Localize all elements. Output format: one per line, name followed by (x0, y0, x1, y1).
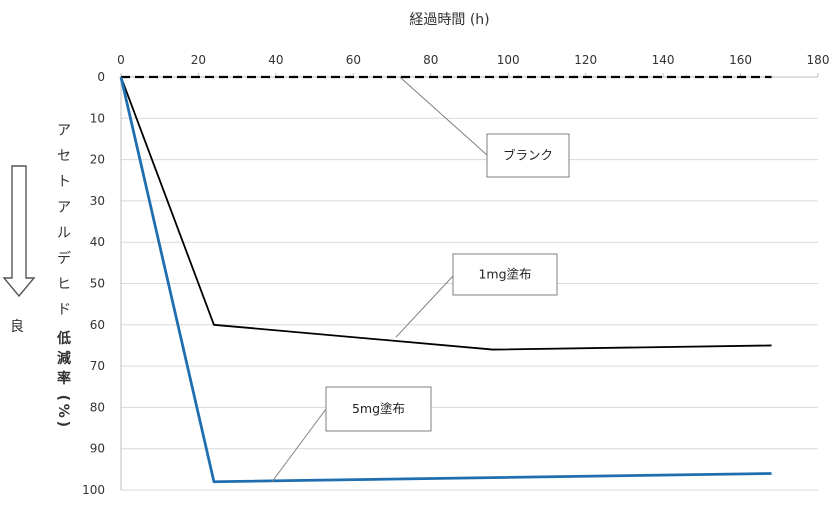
callout-label-2: 5mg塗布 (352, 401, 405, 416)
y-title-char: 低 (56, 330, 71, 347)
x-tick-label-40: 40 (268, 53, 283, 67)
x-tick-label-140: 140 (652, 53, 675, 67)
x-axis-title: 経過時間 (h) (409, 12, 489, 28)
y-title-char: ) (55, 421, 71, 427)
y-title-char: ト (57, 174, 71, 190)
y-tick-label-70: 70 (90, 359, 105, 373)
x-tick-label-0: 0 (117, 53, 125, 67)
callouts: ブランク 1mg塗布 5mg塗布 (271, 76, 570, 483)
x-tick-label-80: 80 (423, 53, 438, 67)
y-tick-label-60: 60 (90, 318, 105, 332)
callout-label-0: ブランク (503, 148, 553, 163)
y-tick-label-0: 0 (97, 70, 105, 84)
down-arrow-icon (2, 165, 36, 298)
y-title-char: セ (57, 149, 71, 165)
x-tick-label-60: 60 (346, 53, 361, 67)
x-ticks: 0 20 40 60 80 100 120 140 160 180 (117, 53, 829, 77)
callout-box-1 (452, 253, 558, 296)
y-tick-label-90: 90 (90, 442, 105, 456)
y-tick-label-10: 10 (90, 111, 105, 125)
x-tick-label-160: 160 (729, 53, 752, 67)
better-label: 良 (10, 319, 24, 335)
y-title-char: デ (57, 250, 71, 267)
callout-box-2 (325, 386, 432, 432)
y-title-char: 減 (57, 350, 71, 367)
callout-leader-2 (271, 408, 327, 483)
y-title-char: ヒ (57, 277, 71, 293)
x-tick-label-180: 180 (807, 53, 830, 67)
callout-leader-1 (395, 275, 454, 338)
grid (121, 117, 818, 491)
y-title-char: ( (55, 395, 71, 401)
y-tick-label-20: 20 (90, 153, 105, 167)
y-title-char: ル (57, 225, 71, 241)
y-title-char: ド (57, 302, 71, 318)
x-tick-label-20: 20 (191, 53, 206, 67)
series-line-1 (120, 76, 772, 351)
y-tick-label-40: 40 (90, 235, 105, 249)
callout-label-1: 1mg塗布 (478, 267, 531, 282)
series-line-2 (119, 76, 772, 484)
y-title-char: ア (57, 200, 71, 216)
y-title-char: % (55, 404, 71, 418)
y-title-char: ア (57, 123, 71, 139)
series (119, 75, 772, 484)
x-tick-label-100: 100 (497, 53, 520, 67)
y-tick-label-100: 100 (82, 483, 105, 497)
callout-box-0 (486, 133, 570, 178)
y-tick-label-50: 50 (90, 277, 105, 291)
callout-leader-0 (399, 76, 488, 156)
y-title-char: 率 (57, 370, 71, 387)
x-tick-label-120: 120 (574, 53, 597, 67)
y-ticks: 0 10 20 30 40 50 60 70 80 90 100 (82, 70, 105, 497)
y-tick-label-30: 30 (90, 194, 105, 208)
y-tick-label-80: 80 (90, 400, 105, 414)
